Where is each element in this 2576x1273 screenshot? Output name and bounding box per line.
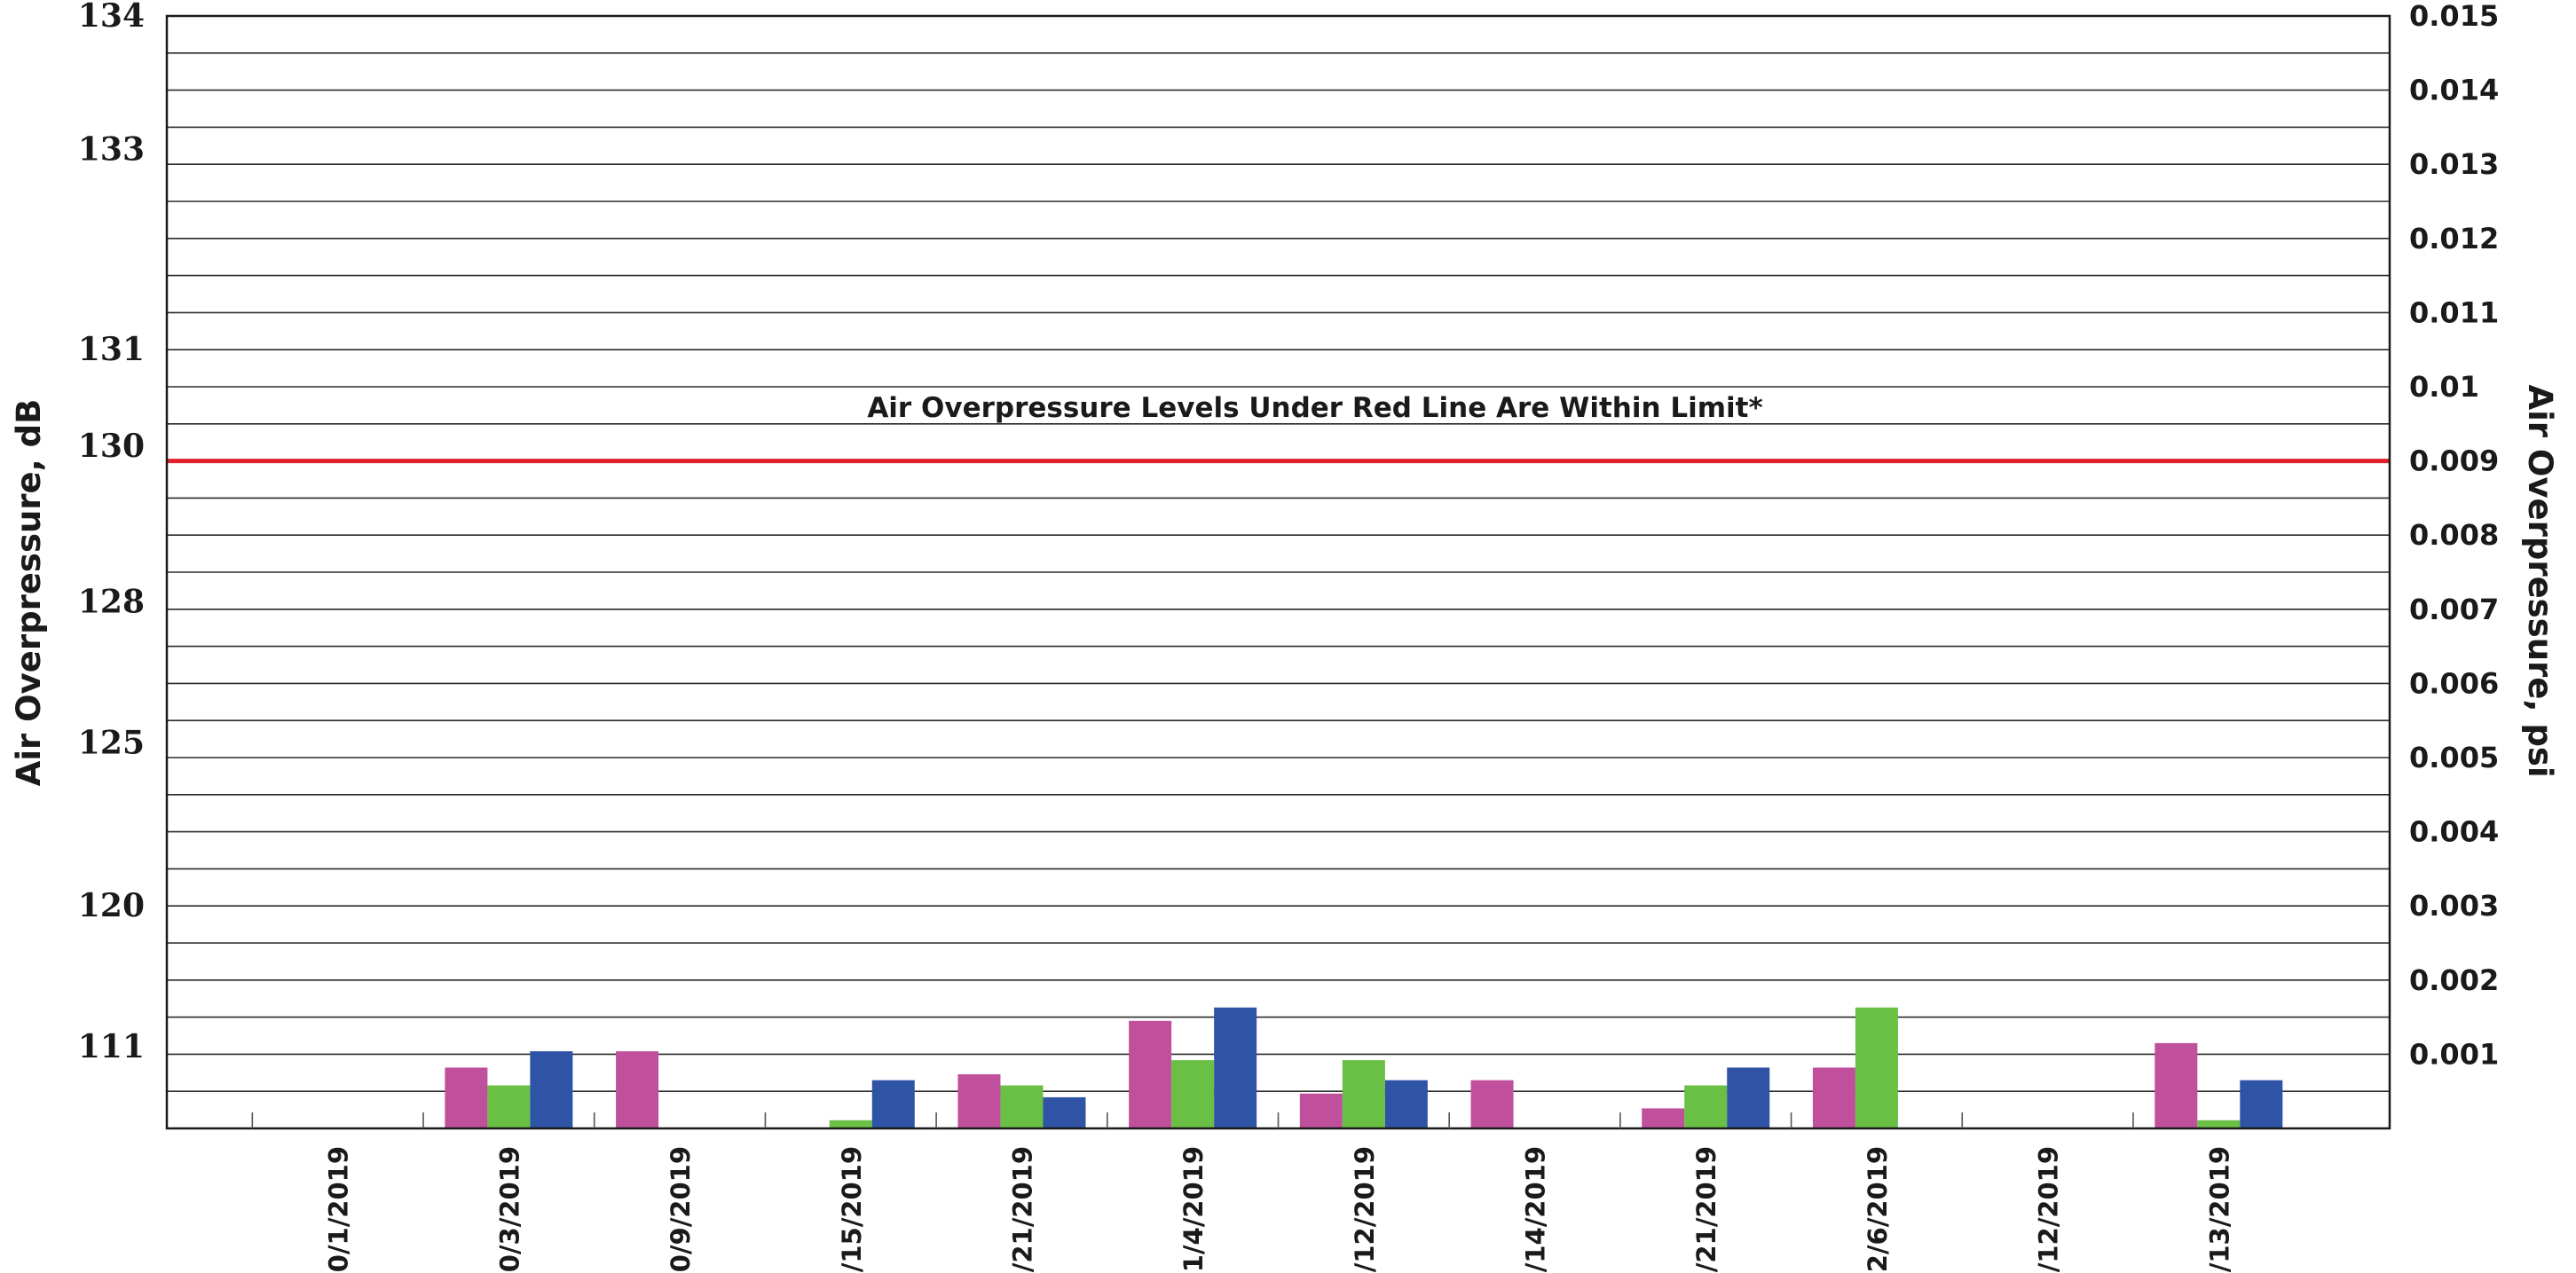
bar <box>2240 1080 2283 1128</box>
right-tick-label: 0.012 <box>2409 222 2499 255</box>
right-tick-label: 0.014 <box>2409 74 2499 107</box>
x-tick-label: 11/21/2019 <box>1691 1146 1721 1273</box>
x-tick-label: 11/4/2019 <box>1178 1146 1209 1273</box>
right-axis-title: Air Overpressure, psi <box>2521 384 2559 777</box>
x-tick-label: 10/3/2019 <box>494 1146 524 1273</box>
right-tick-label: 0.013 <box>2409 147 2499 181</box>
left-axis-title: Air Overpressure, dB <box>10 399 48 787</box>
left-tick-label: 120 <box>78 887 145 924</box>
bar <box>487 1085 531 1128</box>
bar <box>1727 1067 1770 1128</box>
right-tick-label: 0.011 <box>2409 295 2499 329</box>
bar <box>2155 1042 2198 1128</box>
bar <box>1642 1108 1685 1128</box>
x-axis-ticks: 10/1/2019 10/3/2019 10/9/2019 10/15/2019 10/… <box>251 1112 2234 1273</box>
bar <box>871 1080 915 1128</box>
right-tick-label: 0.002 <box>2409 963 2499 997</box>
left-tick-label: 130 <box>78 428 145 465</box>
bar <box>1684 1085 1728 1128</box>
bar <box>1000 1085 1044 1128</box>
left-tick-label: 131 <box>78 331 145 368</box>
right-tick-label: 0.003 <box>2409 889 2499 923</box>
x-tick-label: 11/14/2019 <box>1521 1146 1551 1273</box>
x-tick-label: 10/15/2019 <box>837 1146 867 1273</box>
x-tick-label: 10/1/2019 <box>324 1146 354 1273</box>
bar <box>2197 1120 2241 1128</box>
bar <box>829 1120 872 1128</box>
x-tick-label: 10/9/2019 <box>666 1146 696 1273</box>
left-tick-label: 125 <box>78 724 145 761</box>
gridlines <box>167 51 2390 1092</box>
bars <box>445 1007 2283 1128</box>
bar <box>1470 1080 1514 1128</box>
right-tick-label: 0.005 <box>2409 741 2499 774</box>
right-tick-label: 0.015 <box>2409 0 2499 33</box>
left-tick-label: 133 <box>78 130 145 168</box>
x-tick-label: 10/21/2019 <box>1007 1146 1037 1273</box>
right-tick-label: 0.01 <box>2409 370 2479 404</box>
bar <box>616 1051 659 1128</box>
right-tick-label: 0.004 <box>2409 815 2499 849</box>
bar <box>1043 1096 1086 1128</box>
x-tick-label: 11/12/2019 <box>1350 1146 1380 1273</box>
bar <box>957 1073 1001 1128</box>
left-tick-label: 128 <box>78 583 145 620</box>
x-tick-label: 12/13/2019 <box>2204 1146 2234 1273</box>
bar <box>1171 1060 1215 1128</box>
bar <box>530 1051 573 1128</box>
bar <box>1855 1007 1898 1128</box>
x-tick-label: 12/6/2019 <box>1863 1146 1893 1273</box>
left-tick-label: 134 <box>78 0 145 35</box>
right-tick-label: 0.006 <box>2409 666 2499 700</box>
left-axis-ticks: 134 133 131 130 128 125 120 111 <box>78 0 145 1065</box>
right-tick-label: 0.007 <box>2409 593 2499 626</box>
right-tick-label: 0.001 <box>2409 1037 2499 1071</box>
bar <box>1812 1067 1855 1128</box>
right-tick-label: 0.009 <box>2409 444 2499 478</box>
right-tick-label: 0.008 <box>2409 518 2499 552</box>
bar <box>1384 1080 1428 1128</box>
limit-annotation: Air Overpressure Levels Under Red Line A… <box>867 392 1762 424</box>
bar <box>445 1067 488 1128</box>
bar <box>1129 1020 1172 1128</box>
x-tick-label: 12/12/2019 <box>2034 1146 2064 1273</box>
left-tick-label: 111 <box>78 1028 145 1065</box>
bar <box>1342 1060 1385 1128</box>
right-axis-ticks: 0.015 0.014 0.013 0.012 0.011 0.01 0.009 0.008 0… <box>2409 0 2499 1071</box>
bar <box>1214 1007 1257 1128</box>
bar <box>1299 1093 1343 1128</box>
